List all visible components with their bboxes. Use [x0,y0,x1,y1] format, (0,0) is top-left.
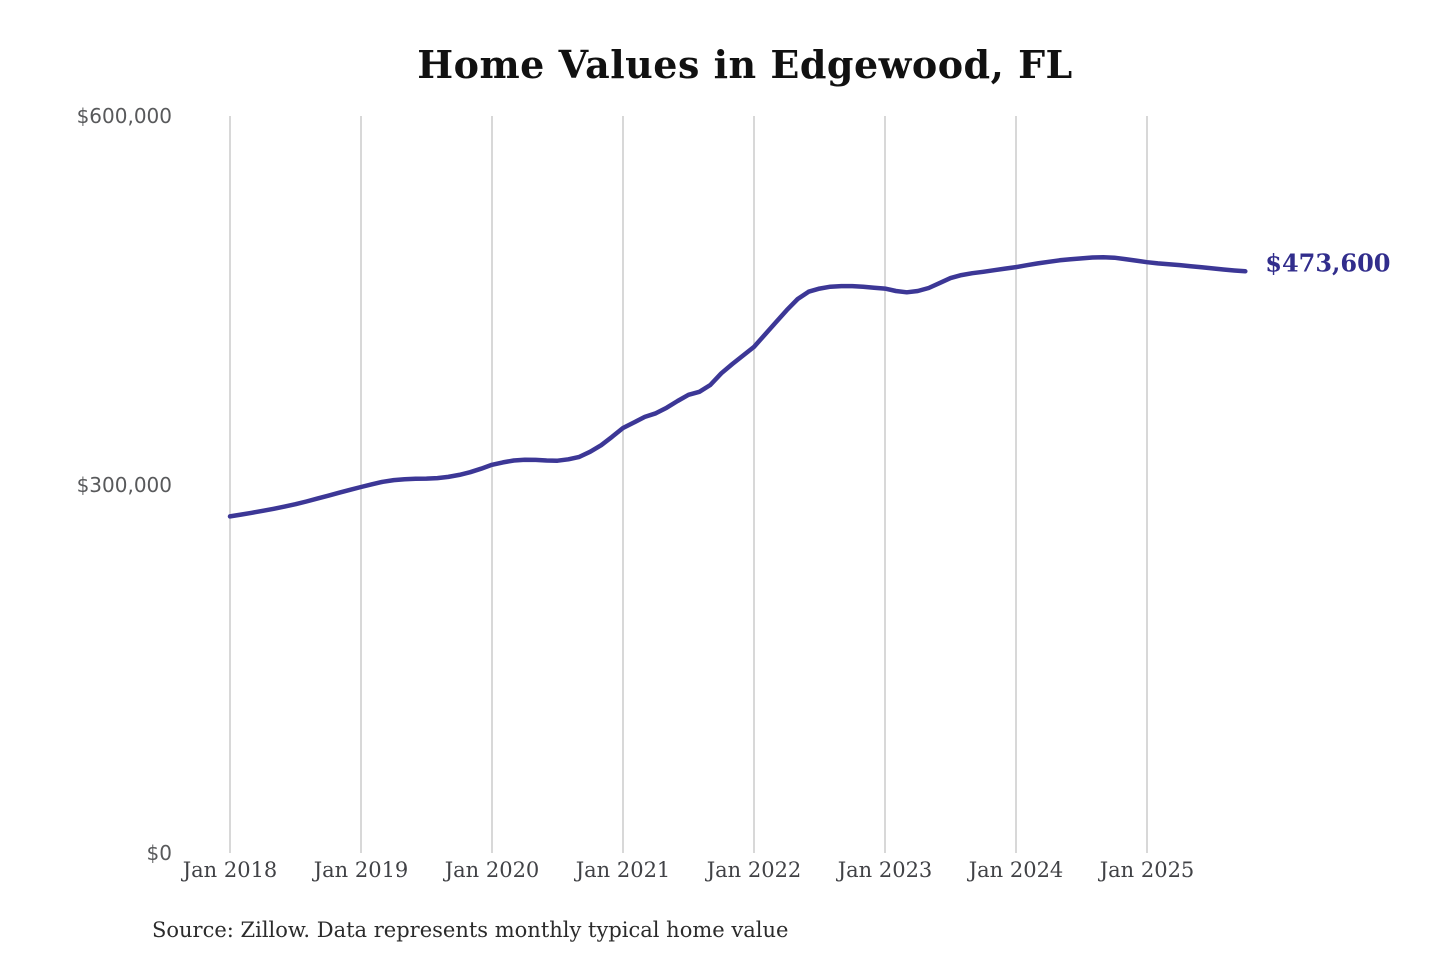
x-tick-label: Jan 2023 [837,858,933,882]
x-tick-label: Jan 2020 [444,858,540,882]
source-note: Source: Zillow. Data represents monthly … [152,918,789,942]
x-tick-label: Jan 2018 [182,858,278,882]
x-tick-label: Jan 2022 [706,858,802,882]
home-value-series-line [227,255,1248,519]
x-tick-label: Jan 2021 [575,858,671,882]
y-tick-label: $600,000 [76,104,172,128]
y-tick-label: $0 [146,841,172,865]
x-tick-label: Jan 2025 [1099,858,1195,882]
x-tick-label: Jan 2024 [968,858,1064,882]
chart-title: Home Values in Edgewood, FL [417,42,1073,87]
current-value-label: $473,600 [1265,248,1391,278]
x-tick-label: Jan 2019 [313,858,409,882]
y-tick-label: $300,000 [76,472,172,497]
